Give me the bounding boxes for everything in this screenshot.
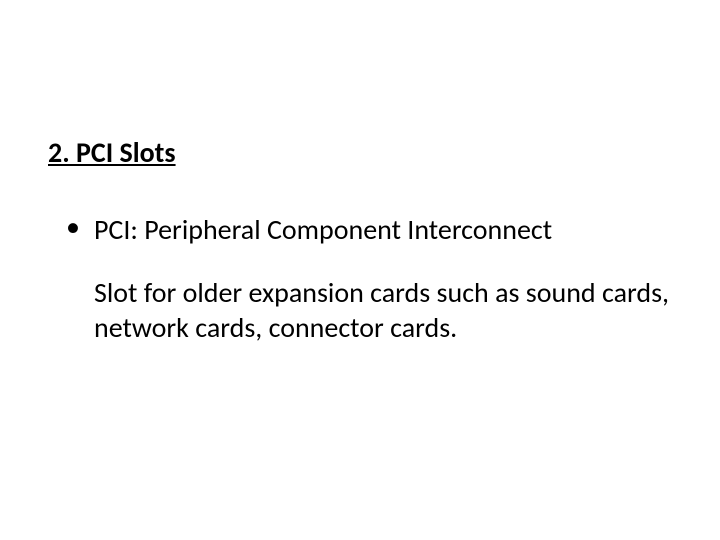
bullet-text: PCI: Peripheral Component Interconnect: [94, 212, 552, 247]
bullet-marker: •: [66, 210, 80, 244]
slide-heading: 2. PCI Slots: [48, 135, 672, 170]
continuation-text: Slot for older expansion cards such as s…: [94, 275, 672, 345]
bullet-item: • PCI: Peripheral Component Interconnect: [66, 212, 672, 247]
